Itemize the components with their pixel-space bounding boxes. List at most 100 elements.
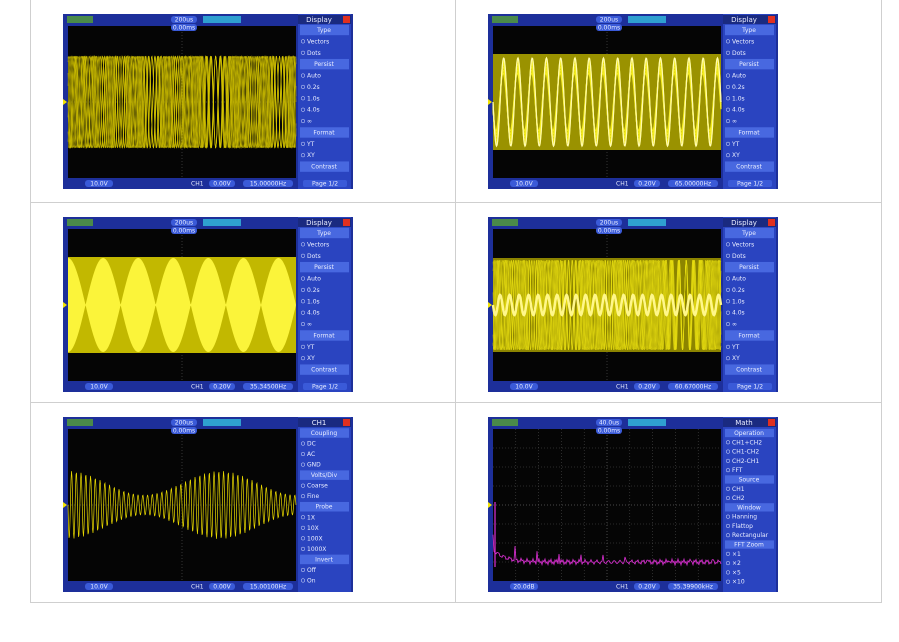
table-cell: 40.0us 0.00ms 20.0dB CH1 0.20V 35.39900kHz Mat… (456, 403, 882, 603)
waveform (67, 55, 297, 149)
menu-heading-bg (725, 475, 774, 484)
radio (300, 344, 306, 349)
radio (300, 242, 306, 247)
menu-heading: Persist (314, 61, 334, 68)
menu-title: Display (731, 16, 757, 24)
waveform-area (68, 229, 296, 381)
timebase: 200us (600, 16, 618, 23)
menu-item: CH1+CH2 (732, 439, 762, 446)
radio (725, 73, 731, 78)
menu-item: 1.0s (307, 298, 320, 305)
menu-item: 0.2s (732, 84, 745, 91)
menu-heading: Coupling (311, 430, 338, 437)
level-box (209, 583, 235, 590)
table-cell: 200us 0.00ms 10.0V CH1 0.20V 65.00000Hz Displa… (456, 0, 882, 203)
radio (725, 468, 731, 473)
trigger-source: CH1 (191, 583, 204, 590)
page-indicator: Page 1/2 (737, 180, 763, 187)
menu-item: Auto (307, 73, 321, 80)
time-box (171, 227, 197, 234)
radio (725, 310, 731, 315)
menu-heading: Contrast (736, 164, 762, 171)
menu-item: ×10 (732, 579, 745, 586)
menu-item: 1X (307, 514, 315, 521)
menu-heading-bg (300, 501, 349, 512)
menu-panel (723, 217, 776, 392)
freq-box (668, 583, 718, 590)
trigger-marker (63, 502, 67, 508)
menu-item: 4.0s (307, 310, 320, 317)
frequency: 35.39900kHz (673, 583, 713, 590)
menu-heading-bg (300, 428, 349, 438)
menu-title: Display (306, 219, 332, 227)
menu-item: YT (731, 344, 740, 351)
trigger-source: CH1 (191, 383, 204, 390)
menu-item: 0.2s (307, 287, 320, 294)
menu-item: Coarse (307, 483, 328, 490)
menu-item: ∞ (732, 321, 737, 328)
menu-item: XY (307, 152, 315, 159)
timebase-box (596, 219, 622, 226)
radio (725, 579, 731, 584)
page-box (728, 180, 772, 187)
menu-item: 1.0s (307, 95, 320, 102)
radio (300, 483, 306, 488)
menu-item: GND (307, 462, 321, 469)
menu-item: Vectors (732, 241, 754, 248)
timebase: 40.0us (599, 419, 619, 426)
menu-item: Vectors (307, 38, 329, 45)
waveform (492, 259, 722, 351)
channel-scale: 20.0dB (513, 583, 534, 590)
memory-bar (628, 219, 666, 226)
freq-box (668, 383, 718, 390)
trigger-level: 0.00V (213, 583, 231, 590)
frequency: 65.00000Hz (675, 180, 711, 187)
menu-heading: Persist (314, 264, 334, 271)
time-box (596, 427, 622, 434)
radio (725, 440, 731, 445)
menu-item: Auto (732, 276, 746, 283)
timebase-box (171, 219, 197, 226)
radio (300, 73, 306, 78)
trigger-time: 0.00ms (598, 427, 620, 434)
menu-item: ×5 (732, 569, 741, 576)
radio (725, 141, 731, 146)
timebase: 200us (175, 219, 193, 226)
status-icons (492, 419, 518, 426)
radio (725, 561, 731, 566)
radio (725, 107, 731, 112)
menu-heading-bg (300, 364, 349, 375)
status-icons (492, 219, 518, 226)
trigger-level: 0.20V (638, 583, 656, 590)
page-box (303, 383, 347, 390)
time-box (596, 24, 622, 31)
menu-item: CH1-CH2 (732, 449, 759, 456)
menu-item: YT (731, 141, 740, 148)
close-button (768, 219, 775, 226)
radio (300, 452, 306, 457)
menu-item: ∞ (307, 118, 312, 125)
menu-heading: Format (313, 129, 335, 136)
radio (300, 287, 306, 292)
waveform (491, 293, 723, 317)
radio (300, 276, 306, 281)
menu-title-bar (723, 218, 776, 227)
trigger-level: 0.00V (213, 180, 231, 187)
menu-heading: Type (741, 230, 756, 237)
ch-box (510, 583, 538, 590)
trigger-level: 0.20V (638, 180, 656, 187)
menu-heading: Format (738, 332, 760, 339)
timebase: 200us (175, 419, 193, 426)
menu-title-bar (723, 418, 776, 427)
radio (725, 84, 731, 89)
radio (300, 84, 306, 89)
radio (300, 153, 306, 158)
frequency: 15.00000Hz (250, 180, 286, 187)
menu-item: Dots (732, 253, 746, 260)
radio (725, 570, 731, 575)
radio (725, 322, 731, 327)
